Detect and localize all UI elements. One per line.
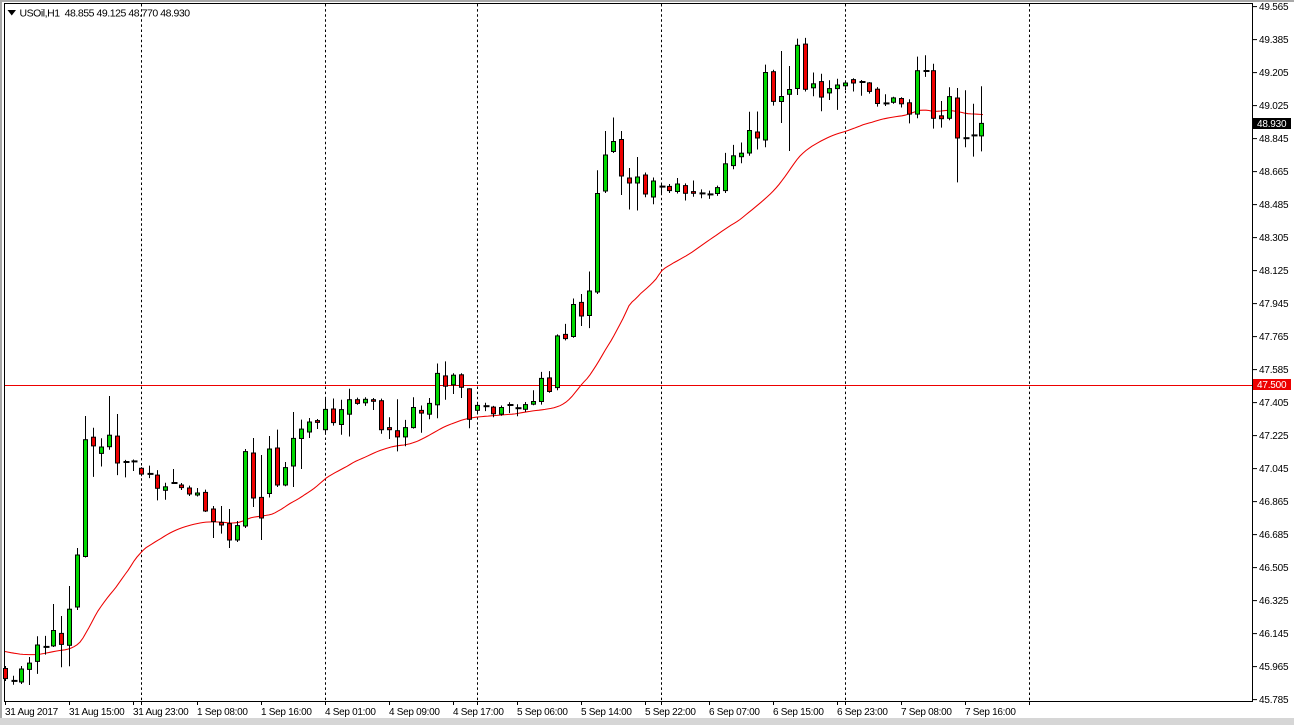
svg-text:47.500: 47.500: [1257, 380, 1287, 391]
svg-text:49.385: 49.385: [1259, 35, 1289, 46]
svg-text:48.305: 48.305: [1259, 233, 1289, 244]
svg-text:5 Sep 14:00: 5 Sep 14:00: [581, 707, 632, 718]
svg-text:46.505: 46.505: [1259, 563, 1289, 574]
svg-text:31 Aug 2017: 31 Aug 2017: [5, 707, 59, 718]
svg-text:31 Aug 23:00: 31 Aug 23:00: [133, 707, 189, 718]
svg-text:46.325: 46.325: [1259, 596, 1289, 607]
svg-text:47.945: 47.945: [1259, 299, 1289, 310]
svg-text:48.665: 48.665: [1259, 167, 1289, 178]
svg-text:48.845: 48.845: [1259, 134, 1289, 145]
svg-text:46.865: 46.865: [1259, 497, 1289, 508]
svg-text:5 Sep 06:00: 5 Sep 06:00: [517, 707, 568, 718]
svg-text:48.485: 48.485: [1259, 200, 1289, 211]
svg-text:1 Sep 16:00: 1 Sep 16:00: [261, 707, 312, 718]
svg-text:1 Sep 08:00: 1 Sep 08:00: [197, 707, 248, 718]
svg-text:47.225: 47.225: [1259, 431, 1289, 442]
svg-text:45.785: 45.785: [1259, 695, 1289, 706]
svg-text:7 Sep 08:00: 7 Sep 08:00: [901, 707, 952, 718]
svg-text:4 Sep 09:00: 4 Sep 09:00: [389, 707, 440, 718]
svg-text:46.145: 46.145: [1259, 629, 1289, 640]
svg-text:4 Sep 17:00: 4 Sep 17:00: [453, 707, 504, 718]
svg-text:45.965: 45.965: [1259, 662, 1289, 673]
svg-text:47.585: 47.585: [1259, 365, 1289, 376]
svg-text:31 Aug 15:00: 31 Aug 15:00: [69, 707, 125, 718]
svg-text:7 Sep 16:00: 7 Sep 16:00: [965, 707, 1016, 718]
svg-text:5 Sep 22:00: 5 Sep 22:00: [645, 707, 696, 718]
svg-text:46.685: 46.685: [1259, 530, 1289, 541]
svg-text:48.930: 48.930: [1257, 119, 1287, 130]
svg-text:6 Sep 23:00: 6 Sep 23:00: [837, 707, 888, 718]
svg-text:4 Sep 01:00: 4 Sep 01:00: [325, 707, 376, 718]
svg-text:49.565: 49.565: [1259, 2, 1289, 13]
svg-text:49.025: 49.025: [1259, 101, 1289, 112]
svg-text:6 Sep 15:00: 6 Sep 15:00: [773, 707, 824, 718]
svg-text:47.045: 47.045: [1259, 464, 1289, 475]
svg-text:48.125: 48.125: [1259, 266, 1289, 277]
svg-text:49.205: 49.205: [1259, 68, 1289, 79]
svg-text:USOil,H1 48.855 49.125 48.770: USOil,H1 48.855 49.125 48.770 48.930: [20, 7, 191, 19]
svg-text:6 Sep 07:00: 6 Sep 07:00: [709, 707, 760, 718]
svg-text:47.405: 47.405: [1259, 398, 1289, 409]
svg-text:47.765: 47.765: [1259, 332, 1289, 343]
